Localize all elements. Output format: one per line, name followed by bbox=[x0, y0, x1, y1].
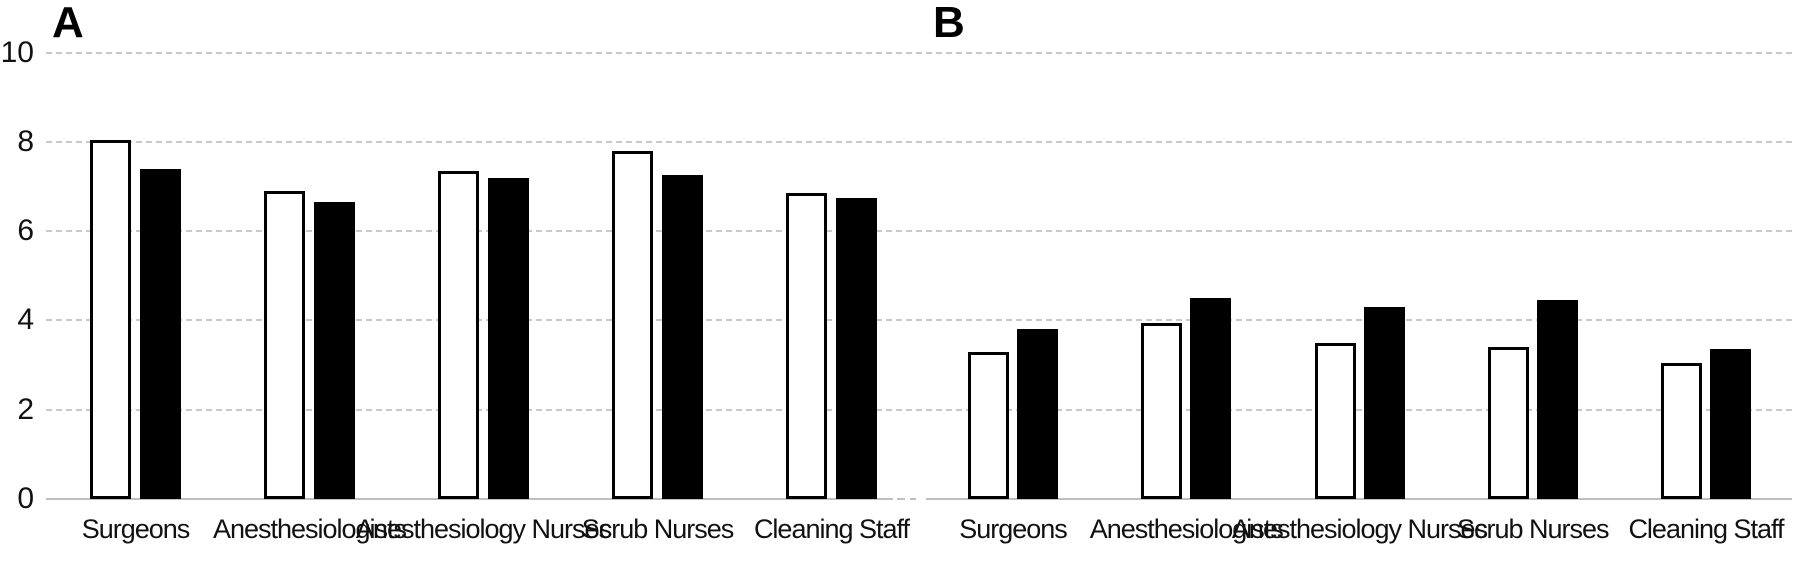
category-label-a-anesthesiology-nurses: Anesthesiology Nurses bbox=[355, 514, 612, 544]
bar-black-b-cleaning-staff bbox=[1710, 349, 1751, 499]
category-label-a-surgeons: Surgeons bbox=[81, 514, 191, 544]
bar-white-a-surgeons bbox=[90, 139, 131, 499]
x-axis-line bbox=[46, 498, 893, 500]
gridline-y6 bbox=[46, 230, 1792, 233]
bar-white-b-cleaning-staff bbox=[1661, 362, 1702, 499]
axis-break-dash bbox=[910, 498, 916, 500]
y-tick-label-0: 0 bbox=[17, 482, 34, 515]
category-label-a-scrub-nurses: Scrub Nurses bbox=[581, 514, 735, 544]
bar-black-b-scrub-nurses bbox=[1536, 300, 1578, 499]
y-tick-label-6: 6 bbox=[17, 214, 34, 248]
bar-black-a-scrub-nurses bbox=[662, 175, 703, 499]
bar-white-b-anesthesiologists bbox=[1141, 322, 1183, 499]
bar-white-b-surgeons bbox=[968, 351, 1009, 499]
panel-b-title: B bbox=[933, 0, 965, 47]
bar-black-a-cleaning-staff bbox=[836, 197, 877, 499]
category-label-a-cleaning-staff: Cleaning Staff bbox=[753, 514, 910, 544]
bar-black-a-anesthesiology-nurses bbox=[488, 177, 529, 499]
category-label-b-cleaning-staff: Cleaning Staff bbox=[1628, 514, 1784, 544]
gridline-y4 bbox=[46, 319, 1792, 322]
gridline-y8 bbox=[46, 140, 1792, 143]
category-label-b-anesthesiologists: Anesthesiologists bbox=[1089, 514, 1284, 544]
category-label-b-anesthesiology-nurses: Anesthesiology Nurses bbox=[1231, 514, 1488, 544]
bar-white-a-anesthesiology-nurses bbox=[438, 170, 479, 499]
category-label-b-scrub-nurses: Scrub Nurses bbox=[1456, 514, 1610, 544]
bar-black-a-surgeons bbox=[140, 168, 181, 499]
bar-black-b-anesthesiology-nurses bbox=[1363, 307, 1405, 499]
gridline-y10 bbox=[46, 51, 1792, 54]
bar-white-b-scrub-nurses bbox=[1487, 347, 1529, 499]
bar-black-b-surgeons bbox=[1017, 329, 1058, 499]
category-label-a-anesthesiologists: Anesthesiologists bbox=[212, 514, 407, 544]
category-label-b-surgeons: Surgeons bbox=[959, 514, 1068, 544]
bar-white-a-cleaning-staff bbox=[786, 193, 827, 499]
y-tick-label-10: 10 bbox=[0, 35, 34, 69]
bar-white-a-scrub-nurses bbox=[612, 150, 653, 499]
y-tick-label-8: 8 bbox=[17, 124, 34, 158]
bar-white-a-anesthesiologists bbox=[264, 190, 305, 499]
gridline-y2 bbox=[46, 408, 1792, 411]
bar-white-b-anesthesiology-nurses bbox=[1314, 342, 1356, 499]
bar-black-a-anesthesiologists bbox=[314, 202, 355, 499]
x-axis-line bbox=[926, 498, 1792, 500]
panel-a-title: A bbox=[52, 0, 84, 47]
y-tick-label-4: 4 bbox=[17, 303, 34, 337]
bar-black-b-anesthesiologists bbox=[1190, 298, 1232, 499]
y-tick-label-2: 2 bbox=[17, 392, 34, 426]
axis-break-dash bbox=[897, 498, 905, 500]
